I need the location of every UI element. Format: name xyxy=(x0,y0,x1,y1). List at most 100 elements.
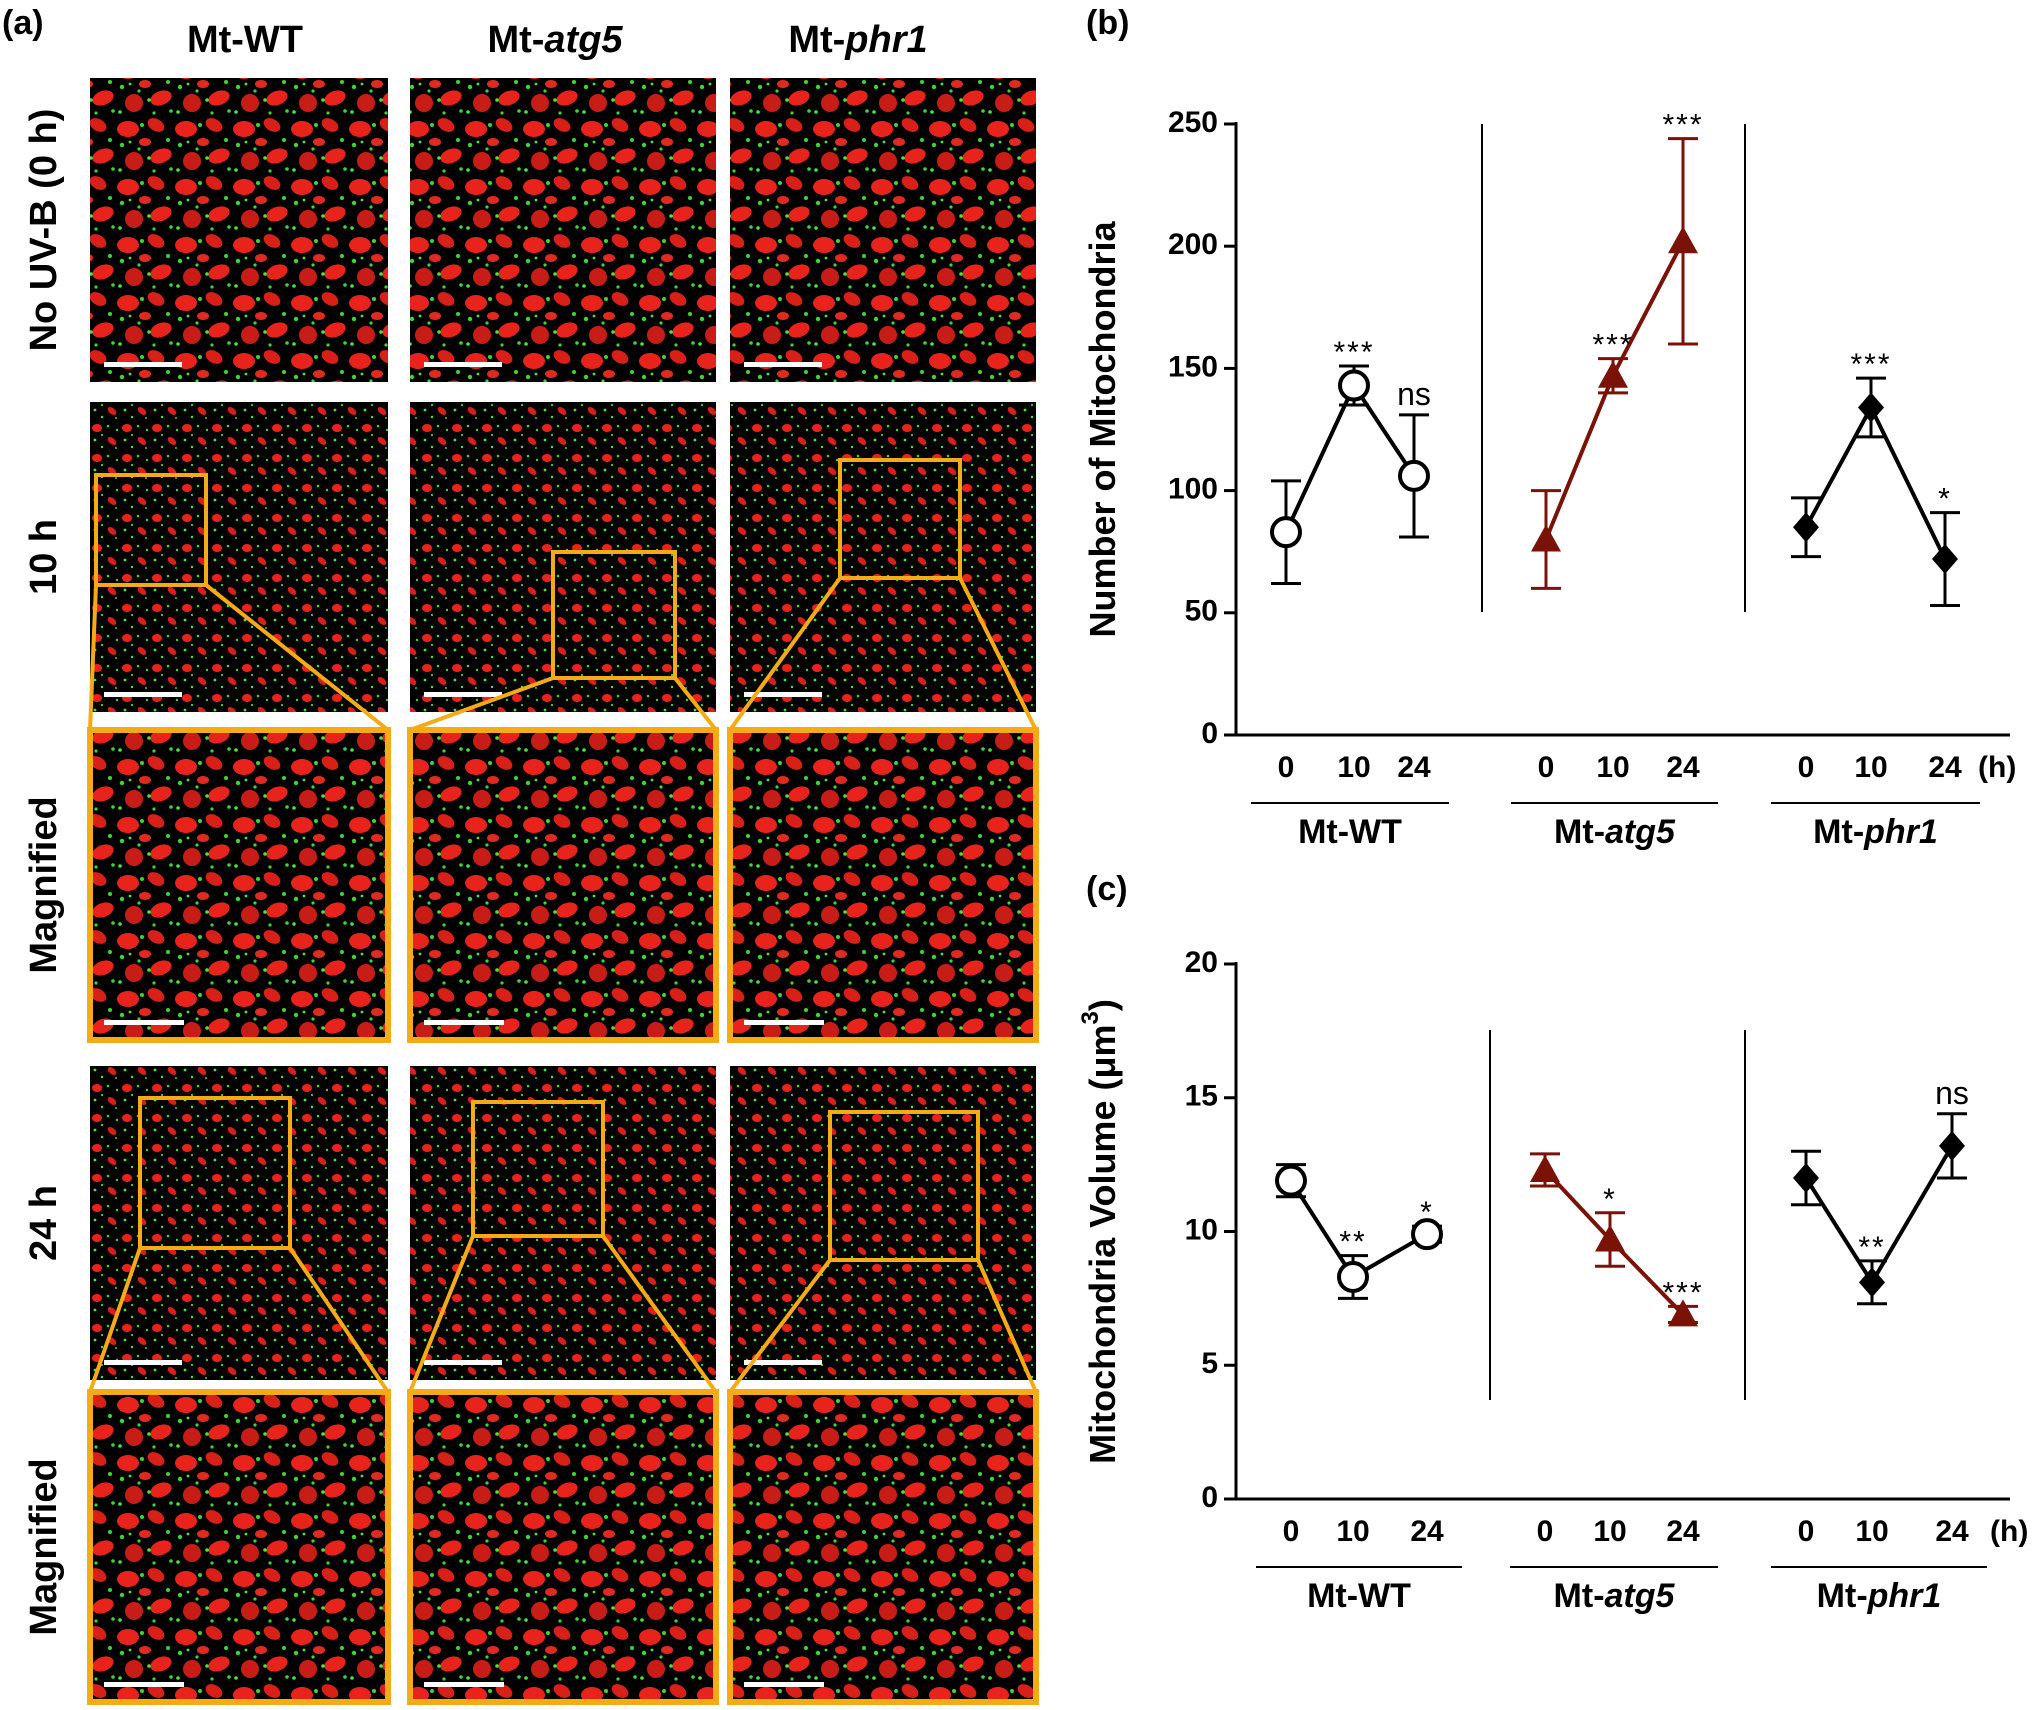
column-title-2-part: phr1 xyxy=(844,19,927,61)
scale-bar xyxy=(744,692,822,697)
scale-bar xyxy=(744,1360,822,1365)
significance-label: *** xyxy=(1333,336,1374,369)
selection-box xyxy=(838,458,962,580)
group-label-1-part: Mt- xyxy=(1554,813,1605,851)
micrograph-image xyxy=(727,1389,1039,1705)
y-tick-label: 100 xyxy=(1168,473,1218,506)
y-tick-label: 250 xyxy=(1168,106,1218,139)
zoom-connector xyxy=(976,1259,1038,1393)
significance-label: ns xyxy=(1935,1075,1969,1111)
x-tick-label: 10 xyxy=(1854,751,1887,784)
significance-label: ** xyxy=(1339,1226,1366,1259)
scale-bar xyxy=(104,362,182,367)
y-tick-label: 200 xyxy=(1168,228,1218,261)
row-label-1: 10 h xyxy=(23,519,65,595)
zoom-connector xyxy=(728,576,842,732)
data-point-diamond xyxy=(1939,1130,1965,1161)
data-point-diamond xyxy=(1858,392,1884,423)
row-label-2: Magnified xyxy=(23,796,65,973)
micrograph-image xyxy=(87,727,391,1043)
column-title-1-part: atg5 xyxy=(544,19,623,61)
y-axis-title: Number of Mitochondria xyxy=(1082,221,1123,638)
significance-label: *** xyxy=(1592,329,1633,362)
column-title-1-part: Mt- xyxy=(487,19,544,61)
y-tick-label: 150 xyxy=(1168,350,1218,383)
group-label-2-part: Mt- xyxy=(1813,813,1864,851)
x-tick-label: 0 xyxy=(1283,1515,1300,1548)
group-label-0: Mt-WT xyxy=(1298,813,1402,851)
group-label-0-part: Mt-WT xyxy=(1307,1577,1411,1615)
column-title-2-part: Mt- xyxy=(788,19,845,61)
x-tick-label: 24 xyxy=(1935,1515,1969,1548)
y-tick-label: 0 xyxy=(1201,717,1218,750)
group-label-2-part: phr1 xyxy=(1863,813,1938,851)
y-axis-title-text: Mitochondria Volume (μm xyxy=(1082,1024,1123,1463)
y-tick-label: 10 xyxy=(1185,1213,1218,1246)
group-label-2: Mt-phr1 xyxy=(1813,813,1938,851)
scale-bar xyxy=(424,1360,502,1365)
micrograph-image xyxy=(730,78,1036,382)
data-point-diamond xyxy=(1793,512,1819,543)
column-title-0-part: Mt-WT xyxy=(187,19,303,61)
data-point-circle xyxy=(1411,1218,1443,1251)
selection-box xyxy=(828,1110,980,1262)
x-tick-label: 0 xyxy=(1537,1515,1554,1548)
y-axis-title-sup: 3 xyxy=(1077,1011,1104,1024)
y-tick-label: 20 xyxy=(1185,946,1218,979)
data-point-triangle xyxy=(1668,1299,1698,1327)
series-line-2 xyxy=(1804,403,1947,560)
panel-c-chart: (c) 0 5 10 15 20 Mitochondria Volume (μm3) 0 10 2… xyxy=(1077,870,2028,1615)
data-point-triangle xyxy=(1530,1154,1560,1182)
panel-label: (c) xyxy=(1086,870,1128,908)
x-tick-label: 10 xyxy=(1593,1515,1626,1548)
significance-label: * xyxy=(1420,1196,1434,1229)
group-label-1: Mt-atg5 xyxy=(1554,1577,1676,1615)
group-label-1-part: atg5 xyxy=(1605,813,1676,851)
data-point-diamond xyxy=(1793,1163,1819,1193)
zoom-connector xyxy=(408,1235,475,1393)
zoom-connector xyxy=(204,583,390,732)
selection-box xyxy=(551,550,677,680)
data-point-triangle xyxy=(1668,226,1698,254)
scale-bar xyxy=(744,1020,824,1025)
group-label-0: Mt-WT xyxy=(1307,1577,1411,1615)
group-label-1: Mt-atg5 xyxy=(1554,813,1676,851)
x-tick-label: 0 xyxy=(1798,1515,1815,1548)
x-unit-label: (h) xyxy=(1990,1515,2028,1548)
micrograph-image xyxy=(407,1389,719,1705)
zoom-connector xyxy=(673,676,718,732)
data-point-circle xyxy=(1337,1260,1369,1293)
scale-bar xyxy=(424,1020,504,1025)
group-label-2: Mt-phr1 xyxy=(1817,1577,1942,1615)
scale-bar xyxy=(104,692,182,697)
data-point-diamond xyxy=(1932,544,1958,575)
data-point-triangle xyxy=(1595,1224,1625,1252)
zoom-connector xyxy=(409,676,554,732)
data-point-circle xyxy=(1270,516,1302,549)
data-point-circle xyxy=(1275,1164,1307,1197)
scale-bar xyxy=(424,1682,504,1687)
zoom-connector xyxy=(728,1258,832,1394)
x-tick-label: 0 xyxy=(1278,751,1295,784)
micrograph-image xyxy=(410,402,716,712)
x-tick-label: 10 xyxy=(1855,1515,1888,1548)
column-title-0: Mt-WT xyxy=(187,19,303,61)
scale-bar xyxy=(424,692,502,697)
significance-label: * xyxy=(1603,1183,1617,1216)
group-label-2-part: phr1 xyxy=(1867,1577,1942,1615)
significance-label: ** xyxy=(1858,1231,1885,1264)
selection-box xyxy=(471,1100,605,1238)
data-point-triangle xyxy=(1531,524,1561,552)
group-label-2-part: Mt- xyxy=(1817,1577,1868,1615)
y-tick-label: 15 xyxy=(1185,1080,1218,1113)
micrograph-image xyxy=(410,78,716,382)
y-tick-label: 0 xyxy=(1201,1481,1218,1514)
micrograph-image xyxy=(407,727,719,1043)
y-tick-label: 5 xyxy=(1201,1347,1218,1380)
micrograph-image xyxy=(410,1066,716,1380)
selection-box xyxy=(94,473,208,587)
scale-bar xyxy=(104,1682,184,1687)
x-tick-label: 24 xyxy=(1666,751,1700,784)
